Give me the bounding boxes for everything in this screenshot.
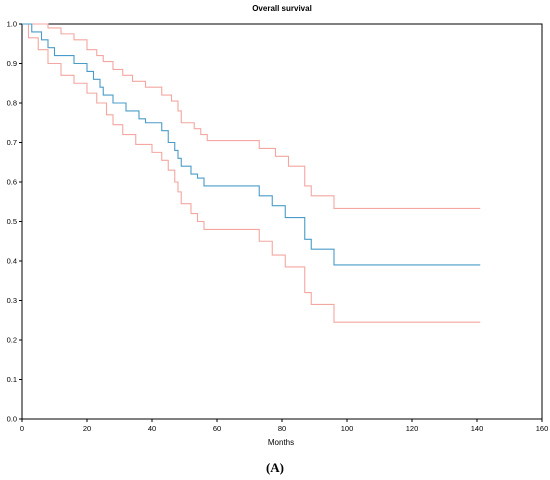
x-tick-label: 140	[471, 424, 484, 433]
x-axis-label: Months	[268, 438, 294, 447]
y-tick-label: 0.1	[7, 375, 17, 384]
y-tick-label: 0.9	[7, 59, 17, 68]
y-tick-label: 0.0	[7, 415, 17, 424]
y-tick-label: 0.6	[7, 178, 17, 187]
x-axis: 0 20 40 60 80 100 120 140 160	[20, 419, 548, 433]
x-tick-label: 40	[148, 424, 156, 433]
series-layer	[22, 23, 481, 323]
x-tick-label: 20	[83, 424, 91, 433]
y-tick-label: 1.0	[7, 20, 17, 29]
survival-estimate-line	[22, 23, 481, 266]
y-tick-label: 0.3	[7, 296, 17, 305]
y-tick-label: 0.8	[7, 99, 17, 108]
x-tick-label: 100	[341, 424, 354, 433]
x-tick-label: 120	[406, 424, 419, 433]
x-tick-label: 60	[213, 424, 221, 433]
x-tick-label: 160	[536, 424, 549, 433]
chart-title: Overall survival	[252, 4, 312, 13]
x-tick-label: 80	[278, 424, 286, 433]
upper-confidence-line	[22, 23, 481, 210]
y-axis: 0.0 0.1 0.2 0.3 0.4 0.5 0.6 0.7 0.8 0.9 1.0	[7, 20, 22, 424]
lower-confidence-line	[22, 23, 481, 323]
figure-caption: (A)	[266, 460, 284, 475]
y-tick-label: 0.7	[7, 138, 17, 147]
x-tick-label: 0	[20, 424, 24, 433]
y-tick-label: 0.2	[7, 336, 17, 345]
y-tick-label: 0.4	[7, 257, 17, 266]
y-tick-label: 0.5	[7, 217, 17, 226]
